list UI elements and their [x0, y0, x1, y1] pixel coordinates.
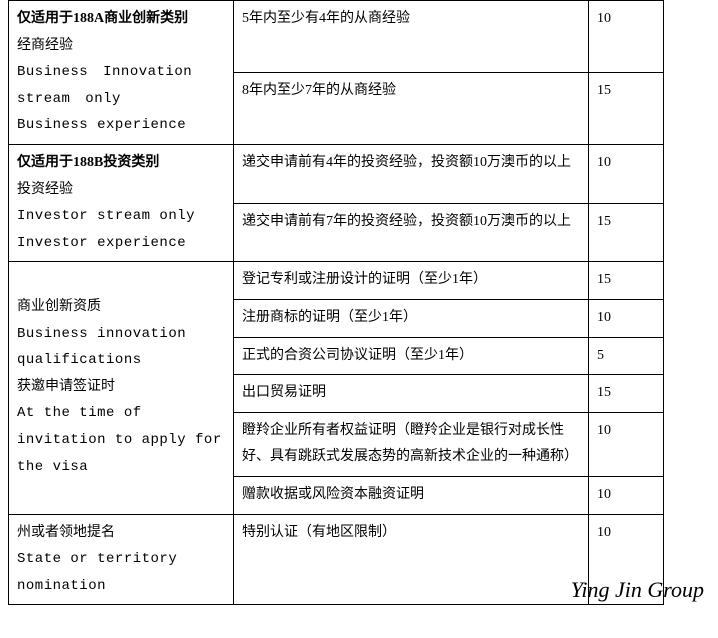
desc-cell: 5年内至少有4年的从商经验: [234, 1, 589, 73]
desc-cell: 登记专利或注册设计的证明（至少1年）: [234, 262, 589, 300]
points-table: 仅适用于188A商业创新类别 经商经验 Business Innovation …: [8, 0, 664, 605]
category-sub: 经商经验: [17, 38, 73, 53]
category-en1: State or territory nomination: [17, 551, 177, 594]
desc-cell: 递交申请前有7年的投资经验，投资额10万澳币的以上: [234, 203, 589, 262]
table-row: 仅适用于188A商业创新类别 经商经验 Business Innovation …: [9, 1, 664, 73]
points-cell: 5: [589, 337, 664, 375]
category-sub: 投资经验: [17, 182, 73, 197]
category-en1: Investor stream only Investor experience: [17, 208, 195, 251]
points-cell: 10: [589, 476, 664, 514]
points-cell: 10: [589, 299, 664, 337]
desc-cell: 正式的合资公司协议证明（至少1年）: [234, 337, 589, 375]
desc-cell: 出口贸易证明: [234, 375, 589, 413]
category-cell: 州或者领地提名 State or territory nomination: [9, 514, 234, 605]
table-row: 商业创新资质 Business innovation qualification…: [9, 262, 664, 300]
category-en2: At the time of invitation to apply for t…: [17, 405, 222, 474]
category-sub: 州或者领地提名: [17, 525, 115, 540]
category-sub2: 获邀申请签证时: [17, 379, 115, 394]
points-cell: 15: [589, 203, 664, 262]
desc-cell: 注册商标的证明（至少1年）: [234, 299, 589, 337]
points-cell: 15: [589, 72, 664, 144]
desc-cell: 瞪羚企业所有者权益证明（瞪羚企业是银行对成长性好、具有跳跃式发展态势的高新技术企…: [234, 412, 589, 476]
category-en1: Business innovation qualifications: [17, 326, 186, 369]
category-cell: 仅适用于188B投资类别 投资经验 Investor stream only I…: [9, 144, 234, 261]
category-cell: 商业创新资质 Business innovation qualification…: [9, 262, 234, 514]
table-row: 州或者领地提名 State or territory nomination 特别…: [9, 514, 664, 605]
points-cell: 10: [589, 1, 664, 73]
category-cell: 仅适用于188A商业创新类别 经商经验 Business Innovation …: [9, 1, 234, 145]
desc-cell: 特别认证（有地区限制）: [234, 514, 589, 605]
points-cell: 10: [589, 514, 664, 605]
desc-cell: 8年内至少7年的从商经验: [234, 72, 589, 144]
category-en2: Business experience: [17, 117, 186, 133]
points-cell: 10: [589, 412, 664, 476]
desc-cell: 赠款收据或风险资本融资证明: [234, 476, 589, 514]
points-cell: 15: [589, 262, 664, 300]
category-en1: Business Innovation stream only: [17, 64, 192, 107]
category-bold: 仅适用于188A商业创新类别: [17, 11, 188, 26]
desc-cell: 递交申请前有4年的投资经验，投资额10万澳币的以上: [234, 144, 589, 203]
points-cell: 10: [589, 144, 664, 203]
points-cell: 15: [589, 375, 664, 413]
table-row: 仅适用于188B投资类别 投资经验 Investor stream only I…: [9, 144, 664, 203]
category-sub: 商业创新资质: [17, 299, 101, 314]
category-bold: 仅适用于188B投资类别: [17, 155, 159, 170]
